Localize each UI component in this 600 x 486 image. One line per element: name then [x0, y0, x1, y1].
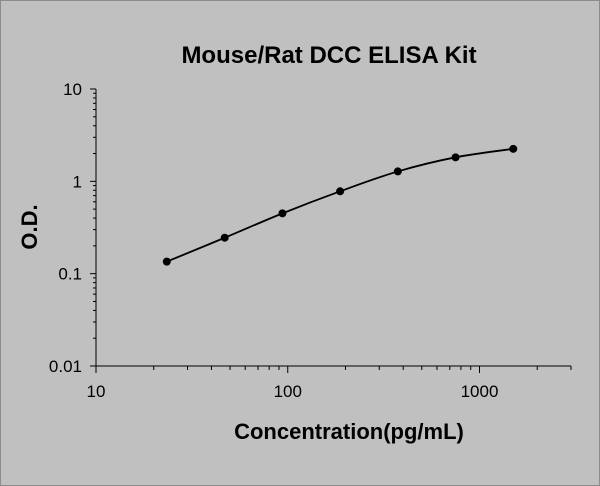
x-tick-label: 10	[87, 382, 106, 401]
data-point	[278, 209, 287, 218]
series-line	[166, 147, 514, 263]
data-point	[451, 153, 460, 162]
y-tick-label: 1	[73, 172, 82, 191]
data-point	[162, 257, 171, 266]
y-axis-label: O.D.	[17, 204, 42, 249]
data-point	[509, 144, 518, 153]
axes: 10 100 1000 10 1 0.1 0.01	[49, 80, 572, 401]
chart-title: Mouse/Rat DCC ELISA Kit	[181, 42, 476, 69]
data-point	[220, 233, 229, 242]
y-tick-label: 10	[63, 80, 82, 99]
x-tick-label: 100	[274, 382, 302, 401]
y-tick-label: 0.1	[58, 265, 82, 284]
series-group	[162, 144, 518, 266]
data-point	[393, 167, 402, 176]
x-axis-label: Concentration(pg/mL)	[234, 419, 464, 444]
y-tick-label: 0.01	[49, 357, 82, 376]
data-point	[336, 187, 345, 196]
x-tick-label: 1000	[461, 382, 499, 401]
